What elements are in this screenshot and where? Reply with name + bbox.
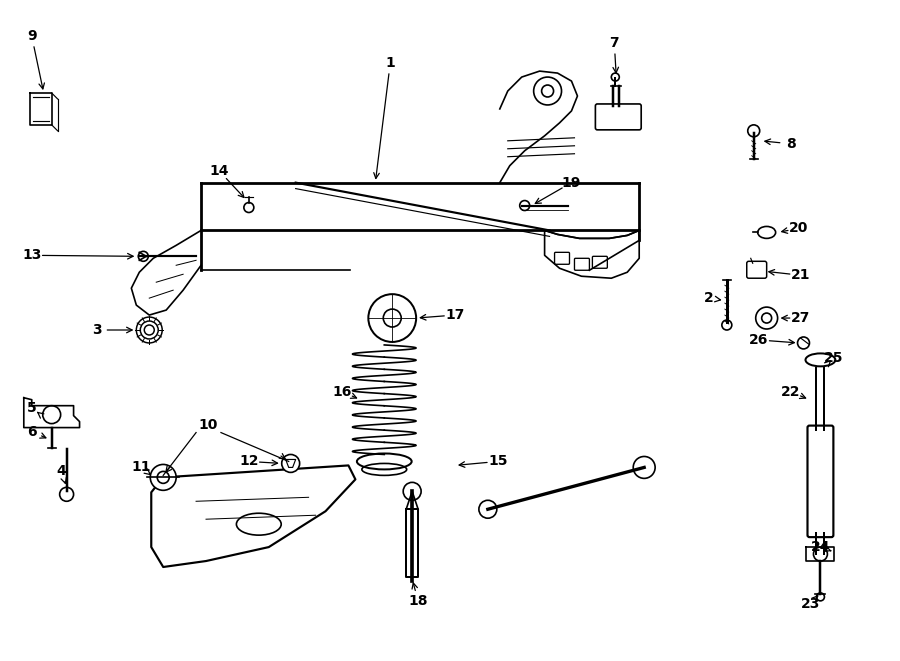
Text: 1: 1	[385, 56, 395, 70]
Text: 17: 17	[446, 308, 464, 322]
Circle shape	[282, 455, 300, 473]
Text: 22: 22	[781, 385, 800, 399]
Polygon shape	[151, 465, 356, 567]
Text: 20: 20	[788, 221, 808, 235]
Ellipse shape	[237, 513, 281, 535]
Text: 3: 3	[92, 323, 102, 337]
Text: 13: 13	[22, 249, 41, 262]
Text: 21: 21	[791, 268, 810, 282]
Text: 12: 12	[239, 455, 258, 469]
Text: 18: 18	[409, 594, 428, 608]
Text: 14: 14	[209, 164, 229, 178]
Text: 11: 11	[131, 461, 151, 475]
Text: 16: 16	[333, 385, 352, 399]
Text: 27: 27	[791, 311, 810, 325]
Text: 25: 25	[824, 351, 843, 365]
Text: 4: 4	[57, 465, 67, 479]
Text: 2: 2	[704, 291, 714, 305]
Text: 23: 23	[801, 597, 820, 611]
Text: 15: 15	[488, 455, 508, 469]
Text: 9: 9	[27, 29, 37, 43]
Text: 8: 8	[786, 137, 796, 151]
Text: 5: 5	[27, 401, 37, 414]
Text: 10: 10	[198, 418, 218, 432]
Text: 7: 7	[609, 36, 619, 50]
Circle shape	[150, 465, 176, 490]
Text: 26: 26	[749, 333, 769, 347]
Text: 19: 19	[562, 176, 581, 190]
Text: 6: 6	[27, 424, 37, 438]
Text: 24: 24	[811, 540, 830, 554]
